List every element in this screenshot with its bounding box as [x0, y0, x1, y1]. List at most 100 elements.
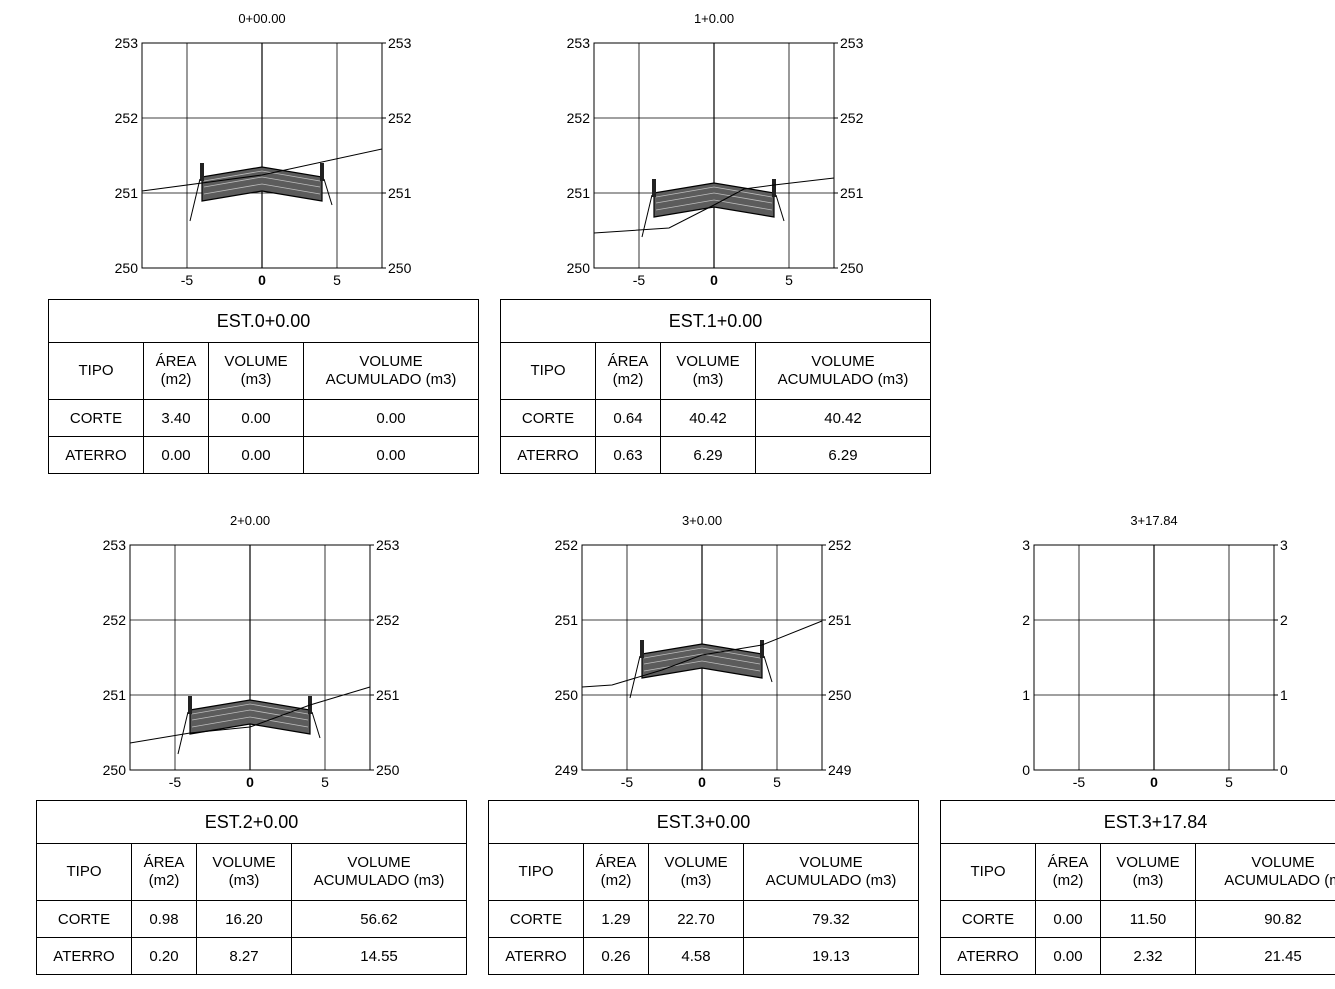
layer-line — [655, 199, 773, 211]
road-section — [188, 696, 312, 735]
column-header: ÁREA (m2) — [1035, 843, 1101, 901]
terrain-line — [581, 620, 823, 688]
y-tick-label-left: 252 — [555, 537, 579, 553]
table-cell: CORTE — [940, 900, 1036, 938]
x-tick-label: -5 — [633, 272, 646, 288]
table-title: EST.0+0.00 — [48, 299, 479, 343]
y-tick-label-left: 250 — [103, 762, 127, 778]
layer-line — [643, 653, 761, 665]
table-cell: CORTE — [48, 399, 144, 437]
table-cell: 1.29 — [583, 900, 649, 938]
volume-table: EST.3+0.00 TIPO ÁREA (m2) VOLUME (m3) VOLUME… — [488, 800, 919, 975]
y-tick-label-left: 252 — [115, 110, 139, 126]
table-row: ATERRO 0.63 6.29 6.29 — [500, 436, 931, 474]
table-cell: 6.29 — [660, 436, 756, 474]
x-tick-label: 0 — [1150, 774, 1158, 790]
table-title: EST.3+17.84 — [940, 800, 1335, 844]
table-row: ATERRO 0.26 4.58 19.13 — [488, 937, 919, 975]
terrain-line — [593, 177, 835, 234]
column-header: ÁREA (m2) — [131, 843, 197, 901]
volume-table-wrapper: EST.1+0.00 TIPO ÁREA (m2) VOLUME (m3) VOLUME… — [500, 299, 931, 485]
column-header: TIPO — [500, 342, 596, 400]
station-label: 2+0.00 — [230, 513, 270, 528]
y-tick-label-right: 251 — [828, 612, 852, 628]
column-header: VOLUME ACUMULADO (m3) — [754, 342, 931, 400]
table-cell: 56.62 — [290, 900, 467, 938]
volume-table: EST.2+0.00 TIPO ÁREA (m2) VOLUME (m3) VOLUME… — [36, 800, 467, 975]
x-tick-label: 5 — [785, 272, 793, 288]
y-tick-label-right: 252 — [376, 612, 400, 628]
y-tick-label-right: 251 — [840, 185, 864, 201]
y-tick-label-right: 252 — [828, 537, 852, 553]
table-cell: 0.63 — [595, 436, 661, 474]
column-header: VOLUME ACUMULADO (m3) — [742, 843, 919, 901]
table-cell: 8.27 — [196, 937, 292, 975]
table-cell: 90.82 — [1194, 900, 1335, 938]
table-cell: ATERRO — [36, 937, 132, 975]
layer-line — [191, 703, 309, 715]
table-cell: CORTE — [488, 900, 584, 938]
y-tick-label-left: 253 — [115, 35, 139, 51]
table-cell: 0.64 — [595, 399, 661, 437]
section-plot-4: 3+17.84 3 3 2 2 1 1 0 0 -5 0 5 — [1022, 513, 1288, 790]
road-section — [652, 179, 776, 218]
slope-left — [189, 178, 201, 222]
x-tick-label: 0 — [710, 272, 718, 288]
volume-table-wrapper: EST.2+0.00 TIPO ÁREA (m2) VOLUME (m3) VOLUME… — [36, 800, 467, 986]
y-tick-label-right: 250 — [828, 687, 852, 703]
curb — [188, 696, 192, 714]
table-cell: ATERRO — [488, 937, 584, 975]
y-tick-label-left: 0 — [1022, 762, 1030, 778]
y-tick-label-left: 251 — [567, 185, 591, 201]
curb — [200, 163, 204, 181]
layer-line — [203, 170, 321, 182]
column-header: VOLUME ACUMULADO (m3) — [290, 843, 467, 901]
table-cell: 3.40 — [143, 399, 209, 437]
table-cell: 4.58 — [648, 937, 744, 975]
column-header: VOLUME (m3) — [660, 342, 756, 400]
slope-right — [311, 711, 321, 739]
layer-line — [655, 186, 773, 198]
y-tick-label-right: 251 — [376, 687, 400, 703]
x-tick-label: 0 — [246, 774, 254, 790]
y-tick-label-right: 2 — [1280, 612, 1288, 628]
layer-line — [643, 647, 761, 659]
table-cell: 11.50 — [1100, 900, 1196, 938]
table-cell: 0.26 — [583, 937, 649, 975]
table-cell: CORTE — [36, 900, 132, 938]
x-tick-label: -5 — [169, 774, 182, 790]
x-tick-label: 5 — [333, 272, 341, 288]
y-tick-label-right: 252 — [840, 110, 864, 126]
y-tick-label-right: 253 — [388, 35, 412, 51]
column-header: TIPO — [48, 342, 144, 400]
y-tick-label-right: 251 — [388, 185, 412, 201]
volume-table: EST.1+0.00 TIPO ÁREA (m2) VOLUME (m3) VOLUME… — [500, 299, 931, 474]
curb — [652, 179, 656, 197]
road-section — [640, 640, 764, 679]
layer-line — [655, 192, 773, 204]
table-row: ATERRO 0.00 2.32 21.45 — [940, 937, 1335, 975]
slope-left — [629, 655, 641, 699]
y-tick-label-right: 249 — [828, 762, 852, 778]
table-cell: 0.00 — [302, 436, 479, 474]
table-cell: 79.32 — [742, 900, 919, 938]
table-row: CORTE 0.64 40.42 40.42 — [500, 399, 931, 437]
table-cell: 0.00 — [1035, 937, 1101, 975]
table-cell: 0.00 — [143, 436, 209, 474]
table-row: CORTE 0.98 16.20 56.62 — [36, 900, 467, 938]
x-tick-label: 5 — [321, 774, 329, 790]
slope-left — [177, 711, 189, 755]
table-row: CORTE 0.00 11.50 90.82 — [940, 900, 1335, 938]
x-tick-label: -5 — [181, 272, 194, 288]
volume-table: EST.3+17.84 TIPO ÁREA (m2) VOLUME (m3) VOLUM… — [940, 800, 1335, 975]
curb — [760, 640, 764, 658]
table-title: EST.3+0.00 — [488, 800, 919, 844]
y-tick-label-right: 252 — [388, 110, 412, 126]
y-tick-label-right: 253 — [376, 537, 400, 553]
table-cell: 19.13 — [742, 937, 919, 975]
y-tick-label-right: 250 — [376, 762, 400, 778]
column-header: VOLUME (m3) — [196, 843, 292, 901]
y-tick-label-left: 249 — [555, 762, 579, 778]
table-cell: 0.20 — [131, 937, 197, 975]
curb — [772, 179, 776, 197]
